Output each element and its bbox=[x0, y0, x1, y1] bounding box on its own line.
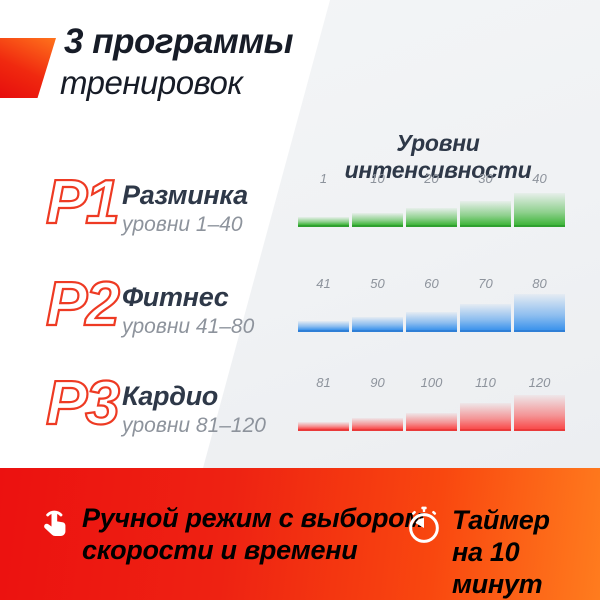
program-code-p3: P3 bbox=[45, 369, 121, 438]
program-name: Разминка bbox=[122, 180, 248, 210]
program-name: Фитнес bbox=[122, 282, 229, 312]
bar-value-label: 70 bbox=[478, 276, 493, 291]
intensity-bar bbox=[298, 217, 349, 227]
chart-column: 20 bbox=[406, 171, 457, 227]
chart-column: 40 bbox=[514, 171, 565, 227]
intensity-bar bbox=[298, 321, 349, 332]
chart-column: 60 bbox=[406, 276, 457, 332]
program-row-p1: P1 Разминка уровни 1–40 bbox=[45, 170, 286, 242]
intensity-bar bbox=[514, 193, 565, 227]
chart-column: 80 bbox=[514, 276, 565, 332]
program-text-p3: Кардио уровни 81–120 bbox=[122, 381, 266, 438]
page-title-line2: тренировок bbox=[60, 64, 243, 101]
intensity-bar bbox=[460, 403, 511, 431]
intensity-chart-p3: 81 90 100 110 120 bbox=[298, 375, 565, 431]
intensity-chart-p2: 41 50 60 70 80 bbox=[298, 276, 565, 332]
page-title-line1: 3 программы bbox=[64, 22, 294, 61]
program-name: Кардио bbox=[122, 381, 218, 411]
program-text-p2: Фитнес уровни 41–80 bbox=[122, 282, 254, 339]
program-text-p1: Разминка уровни 1–40 bbox=[122, 180, 248, 237]
chart-column: 30 bbox=[460, 171, 511, 227]
chart-column: 81 bbox=[298, 375, 349, 431]
bar-value-label: 60 bbox=[424, 276, 439, 291]
intensity-bar bbox=[298, 422, 349, 431]
program-levels: уровни 1–40 bbox=[122, 213, 243, 236]
intensity-bar bbox=[406, 413, 457, 431]
bar-value-label: 50 bbox=[370, 276, 385, 291]
chart-column: 41 bbox=[298, 276, 349, 332]
bar-value-label: 81 bbox=[316, 375, 331, 390]
bar-value-label: 40 bbox=[532, 171, 547, 186]
chart-column: 50 bbox=[352, 276, 403, 332]
intensity-bar bbox=[352, 317, 403, 332]
intensity-bar bbox=[406, 208, 457, 227]
program-code-p1: P1 bbox=[45, 168, 121, 237]
intensity-bar bbox=[460, 201, 511, 227]
feature-text: Таймер на 10 минут bbox=[452, 504, 600, 600]
bar-value-label: 100 bbox=[420, 375, 443, 390]
feature-text-line2: скорости и времени bbox=[82, 535, 358, 565]
program-row-p2: P2 Фитнес уровни 41–80 bbox=[45, 272, 286, 344]
chart-column: 90 bbox=[352, 375, 403, 431]
intensity-bar bbox=[514, 395, 565, 431]
feature-text-line1: Ручной режим с выбором bbox=[82, 503, 425, 533]
chart-column: 100 bbox=[406, 375, 457, 431]
bar-value-label: 30 bbox=[478, 171, 493, 186]
section-title: Уровни интенсивности bbox=[344, 130, 532, 183]
footer-band bbox=[0, 468, 600, 600]
program-levels: уровни 41–80 bbox=[122, 315, 255, 338]
program-levels: уровни 81–120 bbox=[122, 414, 266, 437]
chart-column: 110 bbox=[460, 375, 511, 431]
bar-value-label: 80 bbox=[532, 276, 547, 291]
bar-value-label: 120 bbox=[528, 375, 551, 390]
tap-hand-icon bbox=[34, 502, 74, 546]
chart-column: 120 bbox=[514, 375, 565, 431]
intensity-bar bbox=[352, 418, 403, 431]
intensity-bar bbox=[460, 304, 511, 332]
program-row-p3: P3 Кардио уровни 81–120 bbox=[45, 371, 286, 443]
bar-value-label: 41 bbox=[316, 276, 331, 291]
intensity-bar bbox=[406, 312, 457, 332]
feature-timer: Таймер на 10 минут bbox=[404, 504, 600, 600]
feature-text-line1: Таймер bbox=[452, 505, 550, 535]
chart-column: 1 bbox=[298, 171, 349, 227]
page-title: 3 программы тренировок bbox=[60, 22, 294, 102]
bar-value-label: 90 bbox=[370, 375, 385, 390]
intensity-chart-p1: 1 10 20 30 40 bbox=[298, 171, 565, 227]
bar-value-label: 1 bbox=[319, 171, 328, 186]
chart-column: 70 bbox=[460, 276, 511, 332]
feature-manual-mode: Ручной режим с выбором скорости и времен… bbox=[34, 502, 424, 566]
program-code-p2: P2 bbox=[45, 270, 121, 339]
feature-text-line2: на 10 минут bbox=[452, 537, 543, 599]
bar-value-label: 110 bbox=[475, 375, 496, 390]
intensity-bar bbox=[514, 294, 565, 332]
chart-column: 10 bbox=[352, 171, 403, 227]
bar-value-label: 10 bbox=[370, 171, 385, 186]
bar-value-label: 20 bbox=[424, 171, 439, 186]
intensity-bar bbox=[352, 213, 403, 227]
corner-ribbon bbox=[0, 38, 56, 98]
feature-text: Ручной режим с выбором скорости и времен… bbox=[82, 502, 424, 566]
stopwatch-icon bbox=[404, 504, 444, 548]
